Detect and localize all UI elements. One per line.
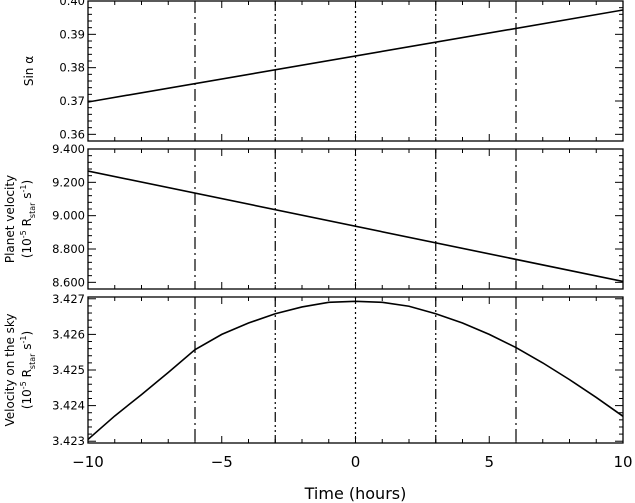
x-axis-label: Time (hours) xyxy=(304,484,407,503)
y-tick-label: 0.38 xyxy=(59,61,85,75)
y-tick-label: 0.39 xyxy=(59,27,85,41)
y-tick-label: 9.000 xyxy=(52,209,85,223)
y-axis-units-label: (10-5 Rstar s-1) xyxy=(19,331,37,409)
y-tick-label: 3.427 xyxy=(52,292,85,306)
y-axis-units-label: (10-5 Rstar s-1) xyxy=(19,180,37,258)
y-tick-label: 3.426 xyxy=(52,327,85,341)
data-series-line xyxy=(88,300,623,441)
x-tick-label: −5 xyxy=(211,453,233,471)
y-tick-label: 0.36 xyxy=(59,127,85,141)
panel-bottom: 3.423 3.424 3.425 3.426 3.427 Velocity on the… xyxy=(3,292,624,448)
y-tick-label: 8.800 xyxy=(52,242,85,256)
y-axis-label: Sin α xyxy=(22,56,36,86)
x-tick-label: −10 xyxy=(72,453,104,471)
y-tick-label: 8.600 xyxy=(52,275,85,289)
y-axis-label: Planet velocity xyxy=(3,175,17,263)
y-tick-label: 9.400 xyxy=(52,142,85,156)
y-tick-label: 3.424 xyxy=(52,399,85,413)
y-tick-label: 9.200 xyxy=(52,175,85,189)
x-tick-label: 10 xyxy=(613,453,632,471)
x-tick-label: 0 xyxy=(351,453,361,471)
y-tick-label: 0.37 xyxy=(59,94,85,108)
y-tick-label: 3.425 xyxy=(52,363,85,377)
y-tick-label: 3.423 xyxy=(52,434,85,448)
x-tick-label: 5 xyxy=(484,453,494,471)
y-axis-label: Velocity on the sky xyxy=(3,313,17,426)
data-series-line xyxy=(88,170,623,283)
y-tick-label: 0.40 xyxy=(59,0,85,8)
panel-top: 0.36 0.37 0.38 0.39 0.40 Sin α xyxy=(22,0,624,142)
panel-middle: 8.600 8.800 9.000 9.200 9.400 Planet velocity… xyxy=(3,142,624,290)
data-series-line xyxy=(88,9,623,103)
